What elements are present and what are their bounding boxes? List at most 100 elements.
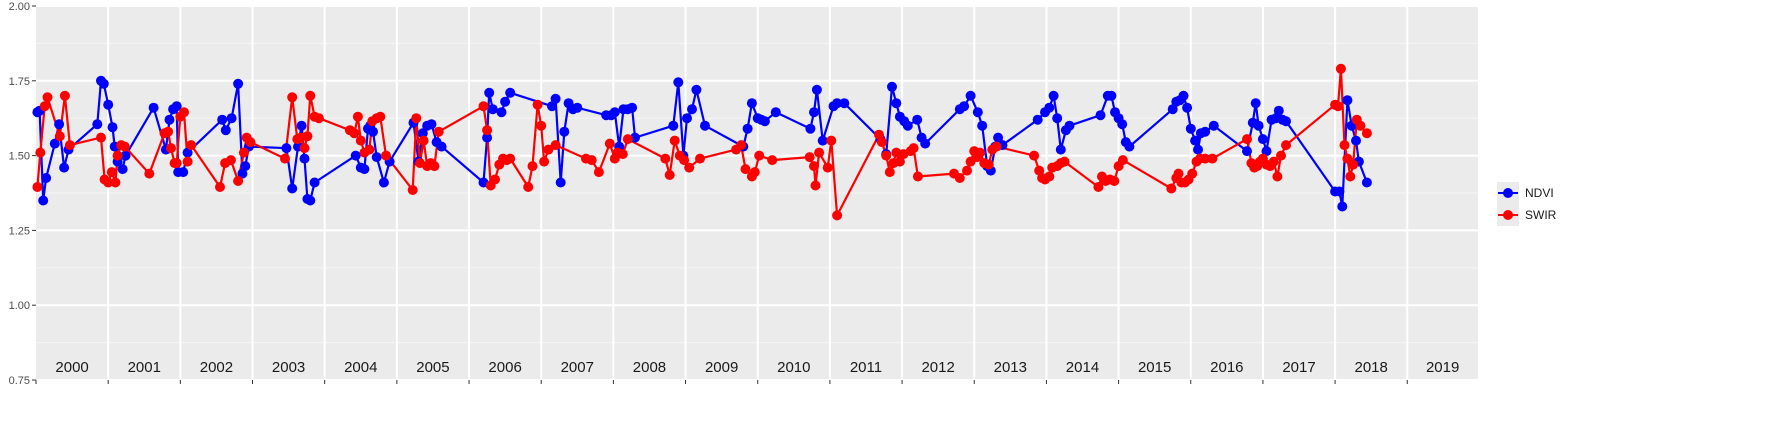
data-point-swir [411, 113, 422, 124]
data-point-ndvi [1185, 123, 1196, 134]
data-point-ndvi [977, 120, 988, 131]
legend-key-point [1503, 188, 1513, 198]
data-point-ndvi [912, 114, 923, 125]
year-label: 2008 [633, 359, 666, 376]
data-point-ndvi [148, 102, 159, 113]
data-point-ndvi [371, 152, 382, 163]
data-point-ndvi [555, 177, 566, 188]
data-point-swir [54, 131, 65, 142]
data-point-swir [225, 155, 236, 166]
data-point-ndvi [120, 150, 131, 161]
data-point-ndvi [959, 101, 970, 112]
data-point-ndvi [1361, 177, 1372, 188]
data-point-swir [1335, 63, 1346, 74]
year-label: 2014 [1066, 359, 1099, 376]
data-point-ndvi [1242, 146, 1252, 157]
data-point-swir [749, 167, 760, 178]
data-point-ndvi [237, 168, 248, 179]
data-point-swir [112, 150, 123, 161]
data-point-ndvi [1200, 126, 1211, 137]
year-label: 2012 [921, 359, 954, 376]
data-point-swir [523, 182, 534, 192]
data-point-swir [96, 132, 106, 143]
data-point-ndvi [487, 104, 498, 115]
data-point-swir [64, 140, 75, 151]
data-point-ndvi [1208, 120, 1219, 131]
data-point-swir [32, 182, 43, 192]
data-point-swir [313, 113, 324, 124]
data-point-swir [110, 177, 121, 188]
data-point-swir [1348, 159, 1359, 170]
data-point-ndvi [92, 119, 103, 130]
data-point-ndvi [1334, 186, 1345, 197]
data-point-ndvi [287, 183, 298, 194]
data-point-swir [482, 125, 493, 136]
data-point-ndvi [559, 126, 570, 137]
year-label: 2001 [128, 359, 161, 376]
data-point-swir [1339, 140, 1350, 151]
data-point-ndvi [809, 107, 819, 118]
year-label: 2018 [1354, 359, 1387, 376]
data-point-swir [179, 107, 189, 118]
data-point-swir [804, 152, 815, 163]
data-point-swir [679, 155, 690, 166]
data-point-swir [302, 131, 313, 142]
data-point-swir [1272, 171, 1283, 182]
y-tick-label: 1.75 [9, 76, 30, 88]
data-point-swir [163, 126, 174, 137]
data-point-swir [876, 137, 887, 148]
data-point-swir [103, 177, 114, 188]
data-point-ndvi [220, 125, 231, 136]
data-point-swir [669, 135, 680, 146]
data-point-swir [381, 150, 391, 161]
data-point-ndvi [1273, 105, 1284, 116]
data-point-swir [527, 161, 538, 172]
data-point-ndvi [1261, 146, 1272, 157]
year-label: 2000 [55, 359, 88, 376]
data-point-ndvi [296, 120, 307, 131]
data-point-ndvi [1048, 90, 1059, 101]
data-point-ndvi [240, 161, 251, 172]
data-point-swir [975, 147, 985, 158]
data-point-swir [1276, 150, 1286, 161]
data-point-ndvi [305, 195, 316, 206]
data-point-swir [962, 165, 972, 176]
data-point-ndvi [171, 101, 182, 112]
data-point-ndvi [1106, 90, 1117, 101]
y-tick-label: 1.00 [9, 300, 30, 312]
data-point-swir [810, 180, 821, 191]
data-point-swir [429, 161, 440, 172]
data-point-swir [767, 155, 778, 166]
data-point-swir [1242, 134, 1252, 145]
data-point-ndvi [1052, 113, 1063, 124]
data-point-ndvi [500, 96, 511, 107]
data-point-ndvi [687, 104, 697, 115]
data-point-swir [238, 147, 249, 158]
data-point-swir [622, 134, 633, 145]
data-point-swir [490, 174, 500, 185]
data-point-ndvi [426, 119, 437, 130]
data-point-ndvi [746, 98, 757, 109]
data-point-swir [1333, 101, 1343, 112]
year-label: 2009 [705, 359, 738, 376]
data-point-ndvi [770, 107, 781, 118]
data-point-ndvi [378, 177, 389, 188]
data-point-ndvi [359, 164, 370, 175]
year-label: 2003 [272, 359, 305, 376]
data-point-swir [1281, 140, 1291, 151]
data-point-ndvi [182, 147, 193, 158]
year-label: 2013 [994, 359, 1027, 376]
legend-label-ndvi: NDVI [1525, 186, 1554, 200]
year-label: 2006 [488, 359, 521, 376]
data-point-ndvi [103, 99, 114, 110]
y-tick-label: 2.00 [9, 1, 30, 13]
data-point-swir [245, 137, 256, 148]
data-point-ndvi [117, 164, 128, 175]
data-point-swir [954, 173, 965, 183]
data-point-ndvi [817, 135, 828, 146]
data-point-ndvi [1193, 144, 1203, 155]
data-point-swir [832, 210, 843, 221]
data-point-swir [912, 171, 923, 182]
data-point-ndvi [1190, 135, 1201, 146]
